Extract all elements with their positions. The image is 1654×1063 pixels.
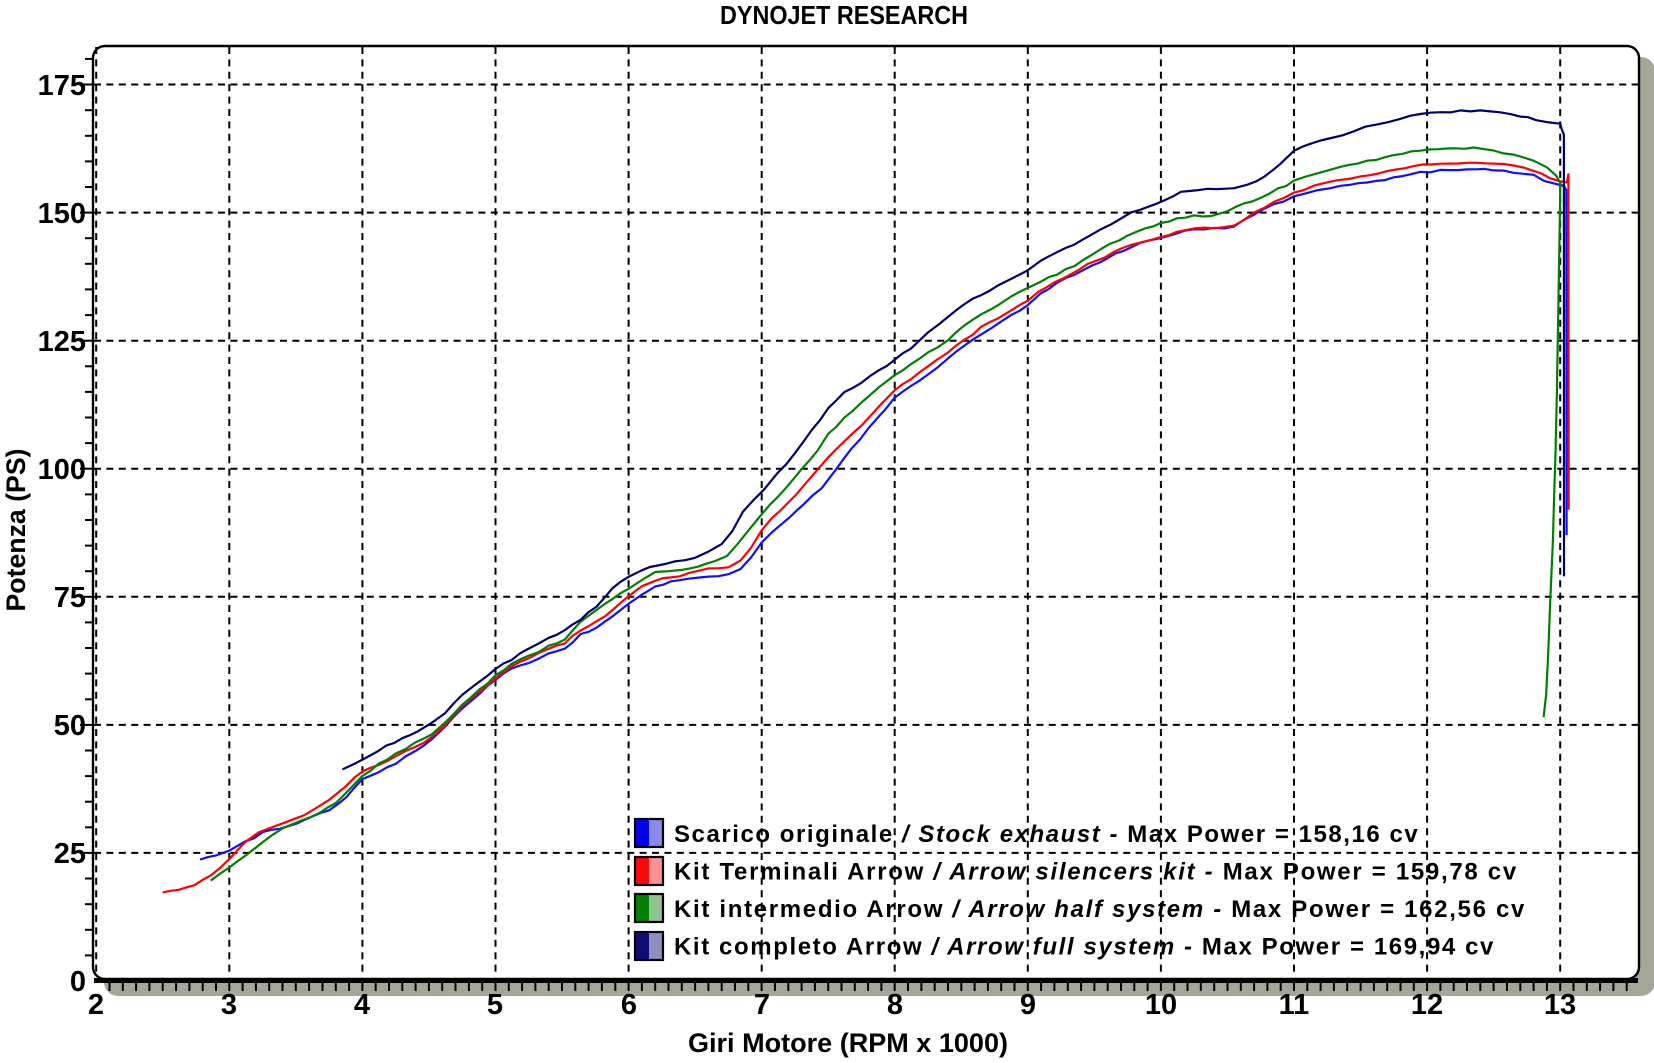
svg-text:13: 13 <box>1544 989 1576 1021</box>
svg-text:12: 12 <box>1411 989 1443 1021</box>
svg-text:Scarico originale / Stock exha: Scarico originale / Stock exhaust - Max … <box>674 821 1419 848</box>
svg-text:2: 2 <box>88 989 104 1021</box>
svg-text:25: 25 <box>54 838 86 870</box>
svg-text:100: 100 <box>38 454 86 486</box>
svg-text:175: 175 <box>38 70 86 102</box>
svg-text:Giri Motore (RPM x 1000): Giri Motore (RPM x 1000) <box>688 1028 1008 1058</box>
svg-text:0: 0 <box>70 966 86 998</box>
svg-text:Kit Terminali Arrow / Arrow si: Kit Terminali Arrow / Arrow silencers ki… <box>674 859 1518 886</box>
svg-text:75: 75 <box>54 582 86 614</box>
svg-text:150: 150 <box>38 198 86 230</box>
svg-text:DYNOJET RESEARCH: DYNOJET RESEARCH <box>720 0 968 30</box>
svg-text:6: 6 <box>621 989 637 1021</box>
svg-text:Kit completo Arrow / Arrow ful: Kit completo Arrow / Arrow full system -… <box>674 934 1495 961</box>
svg-text:9: 9 <box>1020 989 1036 1021</box>
svg-text:7: 7 <box>754 989 770 1021</box>
svg-text:Kit intermedio Arrow / Arrow h: Kit intermedio Arrow / Arrow half system… <box>674 896 1526 923</box>
svg-text:3: 3 <box>221 989 237 1021</box>
svg-text:8: 8 <box>887 989 903 1021</box>
svg-text:Potenza (PS): Potenza (PS) <box>1 449 31 612</box>
svg-text:10: 10 <box>1145 989 1177 1021</box>
svg-text:4: 4 <box>354 989 370 1021</box>
svg-text:125: 125 <box>38 326 86 358</box>
svg-text:5: 5 <box>487 989 503 1021</box>
svg-text:50: 50 <box>54 710 86 742</box>
svg-text:11: 11 <box>1279 989 1310 1021</box>
